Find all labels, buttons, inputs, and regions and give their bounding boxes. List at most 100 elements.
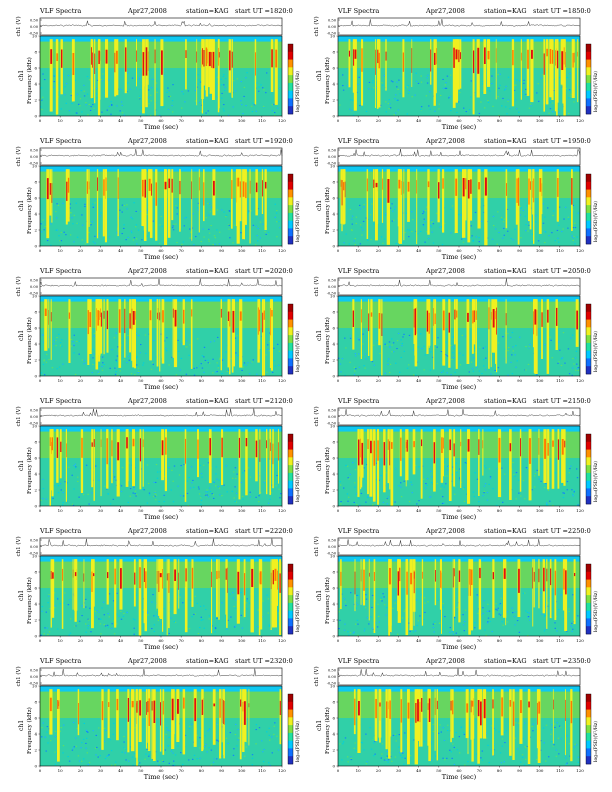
sferic-yellow	[452, 559, 454, 631]
speckle	[133, 486, 135, 488]
speckle	[351, 215, 354, 217]
speckle	[565, 87, 567, 89]
speckle	[50, 740, 52, 742]
speckle	[83, 95, 86, 97]
speckle	[570, 337, 572, 339]
colorbar-segment	[586, 472, 591, 481]
trace-ylabel: ch1 (V)	[15, 276, 22, 296]
sferic-red	[369, 572, 370, 577]
speckle	[262, 223, 264, 225]
sferic-red	[142, 439, 144, 448]
sferic-red	[127, 698, 129, 722]
speckle	[54, 730, 57, 732]
speckle	[182, 241, 185, 243]
spec-ylabel-2: Frequency (kHz)	[324, 187, 331, 234]
sferic-yellow	[117, 169, 119, 237]
speckle	[517, 722, 520, 724]
trace-tick-label: -0.50	[327, 32, 337, 36]
speckle	[423, 211, 425, 213]
speckle	[153, 615, 155, 617]
colorbar-segment	[586, 358, 591, 367]
speckle	[461, 334, 463, 336]
speckle	[562, 497, 565, 499]
speckle	[209, 487, 211, 489]
sferic-yellow	[270, 429, 271, 484]
colorbar-label: log₁₀(PSD)(V²/Hz)	[294, 461, 301, 502]
speckle	[70, 618, 72, 620]
x-tick-label: 10	[356, 378, 362, 383]
speckle	[268, 624, 271, 626]
speckle	[138, 335, 140, 337]
speckle	[388, 341, 391, 343]
speckle	[42, 96, 44, 98]
speckle	[347, 465, 349, 467]
speckle	[452, 346, 455, 348]
speckle	[562, 228, 564, 230]
speckle	[189, 237, 191, 239]
speckle	[549, 101, 551, 103]
speckle	[568, 373, 571, 375]
sferic-yellow	[360, 429, 362, 490]
speckle	[520, 207, 522, 209]
x-tick-label: 80	[497, 248, 503, 253]
speckle	[574, 222, 576, 224]
speckle	[197, 633, 200, 635]
speckle	[482, 612, 484, 614]
speckle	[365, 598, 368, 600]
speckle	[48, 359, 50, 361]
speckle	[74, 79, 76, 81]
speckle	[401, 757, 403, 759]
speckle	[230, 358, 233, 360]
speckle	[191, 482, 193, 484]
speckle	[482, 80, 484, 82]
speckle	[470, 80, 472, 82]
speckle	[225, 465, 227, 467]
sferic-red	[358, 439, 360, 466]
speckle	[375, 87, 377, 89]
speckle	[98, 233, 100, 235]
speckle	[491, 631, 493, 633]
sferic-red	[51, 183, 53, 203]
speckle	[118, 217, 121, 219]
speckle	[56, 229, 58, 231]
speckle	[233, 748, 235, 750]
speckle	[62, 745, 65, 747]
speckle	[389, 631, 392, 633]
speckle	[137, 372, 139, 374]
sferic-red	[436, 48, 437, 65]
speckle	[486, 737, 488, 739]
speckle	[408, 236, 410, 238]
speckle	[187, 90, 190, 92]
colorbar-segment	[586, 434, 591, 443]
speckle	[462, 488, 465, 490]
speckle	[380, 597, 383, 599]
speckle	[120, 610, 122, 612]
speckle	[113, 722, 115, 724]
speckle	[75, 466, 77, 468]
speckle	[59, 483, 62, 485]
x-tick-label: 30	[396, 378, 402, 383]
speckle	[168, 364, 170, 366]
speckle	[407, 85, 409, 87]
speckle	[447, 465, 450, 467]
colorbar-segment	[586, 480, 591, 489]
speckle	[42, 488, 45, 490]
speckle	[174, 764, 176, 766]
speckle	[168, 632, 170, 634]
sferic-red	[144, 179, 146, 198]
speckle	[456, 111, 458, 113]
sferic-yellow	[161, 299, 165, 364]
x-tick-label: 90	[517, 248, 523, 253]
sferic-red	[551, 49, 554, 64]
speckle	[483, 490, 486, 492]
speckle	[345, 464, 347, 466]
speckle	[356, 619, 359, 621]
speckle	[229, 732, 231, 734]
x-tick-label: 110	[258, 638, 266, 643]
speckle	[84, 243, 87, 245]
sferic-yellow	[357, 689, 361, 753]
sferic-yellow	[201, 689, 204, 752]
speckle	[221, 209, 223, 211]
sferic-red	[125, 47, 127, 72]
spec-ylabel-1: ch1	[316, 720, 323, 731]
